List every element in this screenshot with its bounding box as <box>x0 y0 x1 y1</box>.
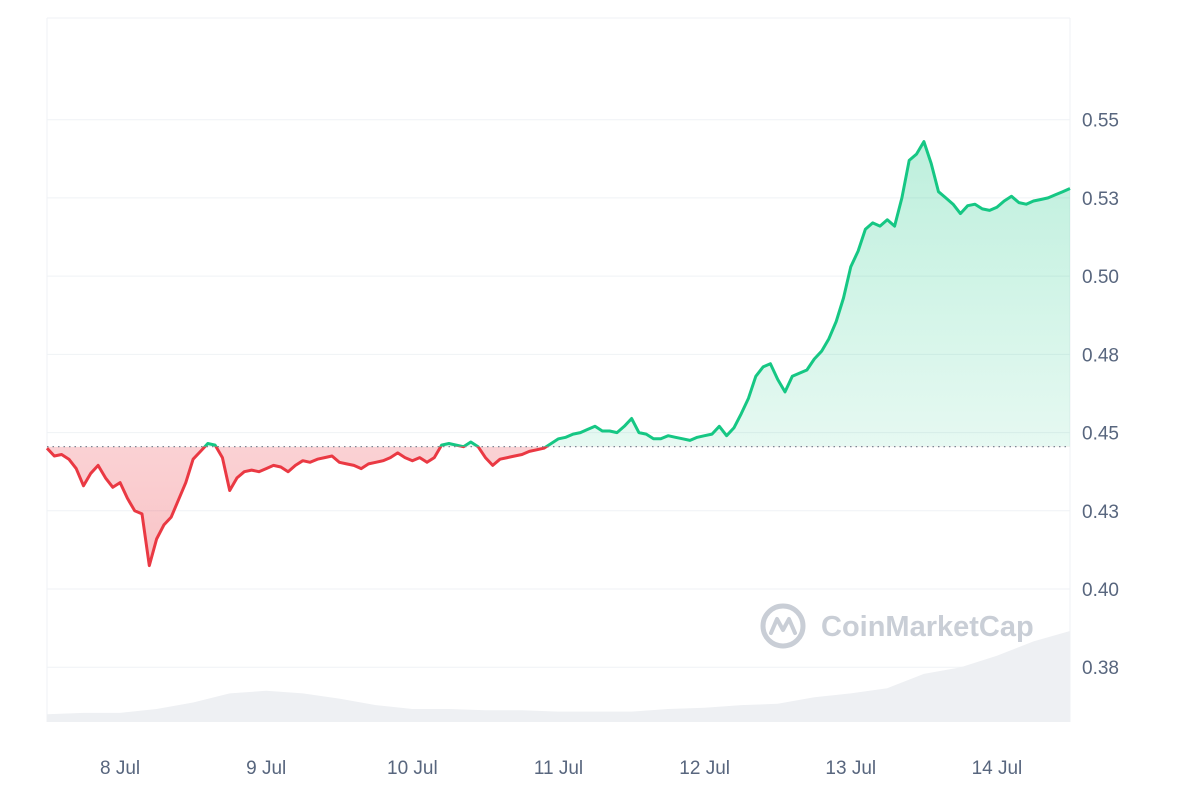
volume-area-shape <box>47 631 1070 722</box>
price-line-down <box>45 446 550 568</box>
y-tick-label: 0.48 <box>1082 345 1119 366</box>
y-tick-label: 0.50 <box>1082 267 1119 288</box>
price-lines <box>45 140 1071 568</box>
price-line-up <box>202 140 1071 447</box>
price-area-fills <box>47 141 1070 566</box>
coinmarketcap-logo-icon <box>760 603 806 649</box>
y-tick-label: 0.43 <box>1082 502 1119 523</box>
y-tick-label: 0.40 <box>1082 580 1119 601</box>
grid-lines <box>46 17 1071 722</box>
x-tick-label: 11 Jul <box>534 758 583 779</box>
area-fill-down <box>47 446 1070 566</box>
x-tick-label: 9 Jul <box>246 758 286 779</box>
area-fill-up <box>204 141 1070 447</box>
axes: 0.38 0.40 0.43 0.45 0.48 0.50 0.53 0.55 8 Jul 9 J… <box>100 111 1119 779</box>
watermark-text: CoinMarketCap <box>821 611 1034 643</box>
x-tick-label: 14 Jul <box>972 758 1023 779</box>
x-tick-label: 12 Jul <box>679 758 730 779</box>
y-tick-label: 0.45 <box>1082 424 1119 445</box>
x-tick-label: 10 Jul <box>387 758 438 779</box>
y-tick-label: 0.38 <box>1082 658 1119 679</box>
x-tick-label: 13 Jul <box>825 758 876 779</box>
x-tick-label: 8 Jul <box>100 758 140 779</box>
watermark: CoinMarketCap <box>760 603 1034 649</box>
y-tick-label: 0.55 <box>1082 111 1119 132</box>
volume-area <box>47 631 1070 722</box>
y-tick-label: 0.53 <box>1082 189 1119 210</box>
